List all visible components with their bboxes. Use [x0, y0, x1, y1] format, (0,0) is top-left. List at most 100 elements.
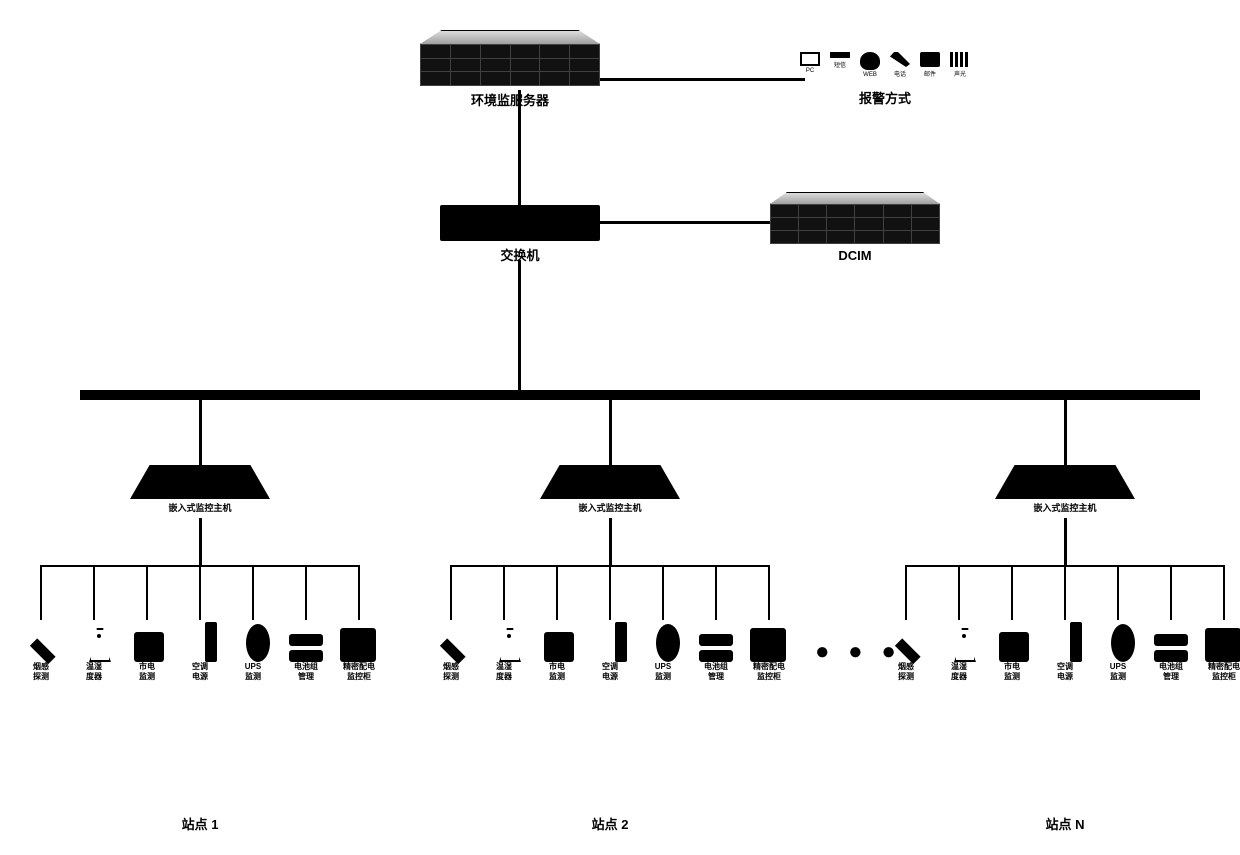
monitor-trapezoid	[995, 465, 1135, 499]
tree-leaf-line	[768, 565, 770, 620]
device-glyph	[699, 620, 733, 662]
device-glyph	[130, 620, 164, 662]
device-label-2: 监测	[139, 673, 155, 682]
device-bar: 空调电源	[590, 620, 630, 682]
device-label-2: 监控柜	[347, 673, 371, 682]
server-body	[420, 44, 600, 86]
device-label-2: 监控柜	[1212, 673, 1236, 682]
device-label-2: 管理	[708, 673, 724, 682]
device-label-1: UPS	[1110, 663, 1126, 672]
alarm-icon-doc: 邮件	[919, 52, 941, 78]
device-label-2: 监测	[1004, 673, 1020, 682]
station-label: 站点 N	[1025, 814, 1105, 833]
device-label-1: 温湿	[496, 663, 512, 672]
device-label-2: 电源	[192, 673, 208, 682]
device-glyph	[24, 620, 58, 662]
device-glyph	[183, 620, 217, 662]
device-stack: 电池组管理	[1151, 620, 1191, 682]
tree-leaf-line	[715, 565, 717, 620]
device-label-2: 监测	[655, 673, 671, 682]
device-label-2: 探测	[33, 673, 49, 682]
tree-leaf-line	[252, 565, 254, 620]
env-server-node: 环境监服务器	[420, 30, 600, 109]
device-label-2: 管理	[1163, 673, 1179, 682]
dcim-label: DCIM	[770, 248, 940, 263]
device-flask: 温湿度器	[484, 620, 524, 682]
device-label-2: 探测	[898, 673, 914, 682]
station-label: 站点 1	[160, 814, 240, 833]
device-flask: 温湿度器	[74, 620, 114, 682]
tree-leaf-line	[1223, 565, 1225, 620]
line-monitor-tree	[609, 518, 612, 565]
alarm-icon-bell: 短信	[829, 52, 851, 78]
device-label-1: 精密配电	[1208, 663, 1240, 672]
device-label-1: 市电	[549, 663, 565, 672]
tree-leaf-line	[609, 565, 611, 620]
device-wide: 精密配电监控柜	[1204, 620, 1240, 682]
device-label-2: 度器	[86, 673, 102, 682]
alarm-icon-blob: WEB	[859, 52, 881, 78]
device-wide: 精密配电监控柜	[339, 620, 379, 682]
monitor-label: 嵌入式监控主机	[130, 501, 270, 514]
device-label-2: 管理	[298, 673, 314, 682]
tree-leaf-line	[503, 565, 505, 620]
device-glyph	[995, 620, 1029, 662]
device-glyph	[342, 620, 376, 662]
device-label-1: 精密配电	[753, 663, 785, 672]
device-bar: 空调电源	[1045, 620, 1085, 682]
bus-drop	[199, 400, 202, 465]
device-label-1: 电池组	[294, 663, 318, 672]
device-label-1: 精密配电	[343, 663, 375, 672]
tree-leaf-line	[93, 565, 95, 620]
line-monitor-tree	[1064, 518, 1067, 565]
device-flask: 温湿度器	[939, 620, 979, 682]
device-label-1: 烟感	[33, 663, 49, 672]
device-label-1: 烟感	[898, 663, 914, 672]
tree-leaf-line	[1117, 565, 1119, 620]
device-bar: 空调电源	[180, 620, 220, 682]
device-sq: 市电监测	[992, 620, 1032, 682]
device-label-2: 监控柜	[757, 673, 781, 682]
device-label-1: 电池组	[704, 663, 728, 672]
device-label-2: 探测	[443, 673, 459, 682]
tree-leaf-line	[358, 565, 360, 620]
tree-leaf-line	[305, 565, 307, 620]
device-diag: 烟感探测	[431, 620, 471, 682]
device-label-2: 监测	[549, 673, 565, 682]
tree-leaf-line	[556, 565, 558, 620]
tree-leaf-line	[450, 565, 452, 620]
device-label-1: 温湿	[951, 663, 967, 672]
dcim-node: DCIM	[770, 192, 940, 263]
device-stack: 电池组管理	[286, 620, 326, 682]
device-label-1: 烟感	[443, 663, 459, 672]
device-glyph	[540, 620, 574, 662]
device-glyph	[1101, 620, 1135, 662]
bus-drop	[1064, 400, 1067, 465]
device-label-2: 度器	[951, 673, 967, 682]
device-oval: UPS监测	[643, 620, 683, 682]
network-diagram: 环境监服务器 PC 短信 WEB 电话 邮件 声光 报警方式 交换机 DCIM	[20, 20, 1220, 835]
monitor-trapezoid	[540, 465, 680, 499]
device-glyph	[1048, 620, 1082, 662]
device-label-2: 电源	[1057, 673, 1073, 682]
line-switch-bus	[518, 260, 521, 390]
alarm-icon-monitor: PC	[799, 52, 821, 78]
embedded-monitor-node: 嵌入式监控主机	[540, 465, 680, 514]
device-diag: 烟感探测	[21, 620, 61, 682]
device-glyph	[889, 620, 923, 662]
device-oval: UPS监测	[233, 620, 273, 682]
device-label-1: 温湿	[86, 663, 102, 672]
device-glyph	[1207, 620, 1240, 662]
alarm-icons-row: PC 短信 WEB 电话 邮件 声光	[790, 52, 980, 78]
device-glyph	[289, 620, 323, 662]
device-glyph	[77, 620, 111, 662]
station-label: 站点 2	[570, 814, 650, 833]
device-glyph	[434, 620, 468, 662]
tree-leaf-line	[958, 565, 960, 620]
device-label-1: 市电	[1004, 663, 1020, 672]
device-label-1: 电池组	[1159, 663, 1183, 672]
device-label-1: 空调	[1057, 663, 1073, 672]
line-switch-dcim	[600, 221, 770, 224]
device-sq: 市电监测	[537, 620, 577, 682]
embedded-monitor-node: 嵌入式监控主机	[130, 465, 270, 514]
